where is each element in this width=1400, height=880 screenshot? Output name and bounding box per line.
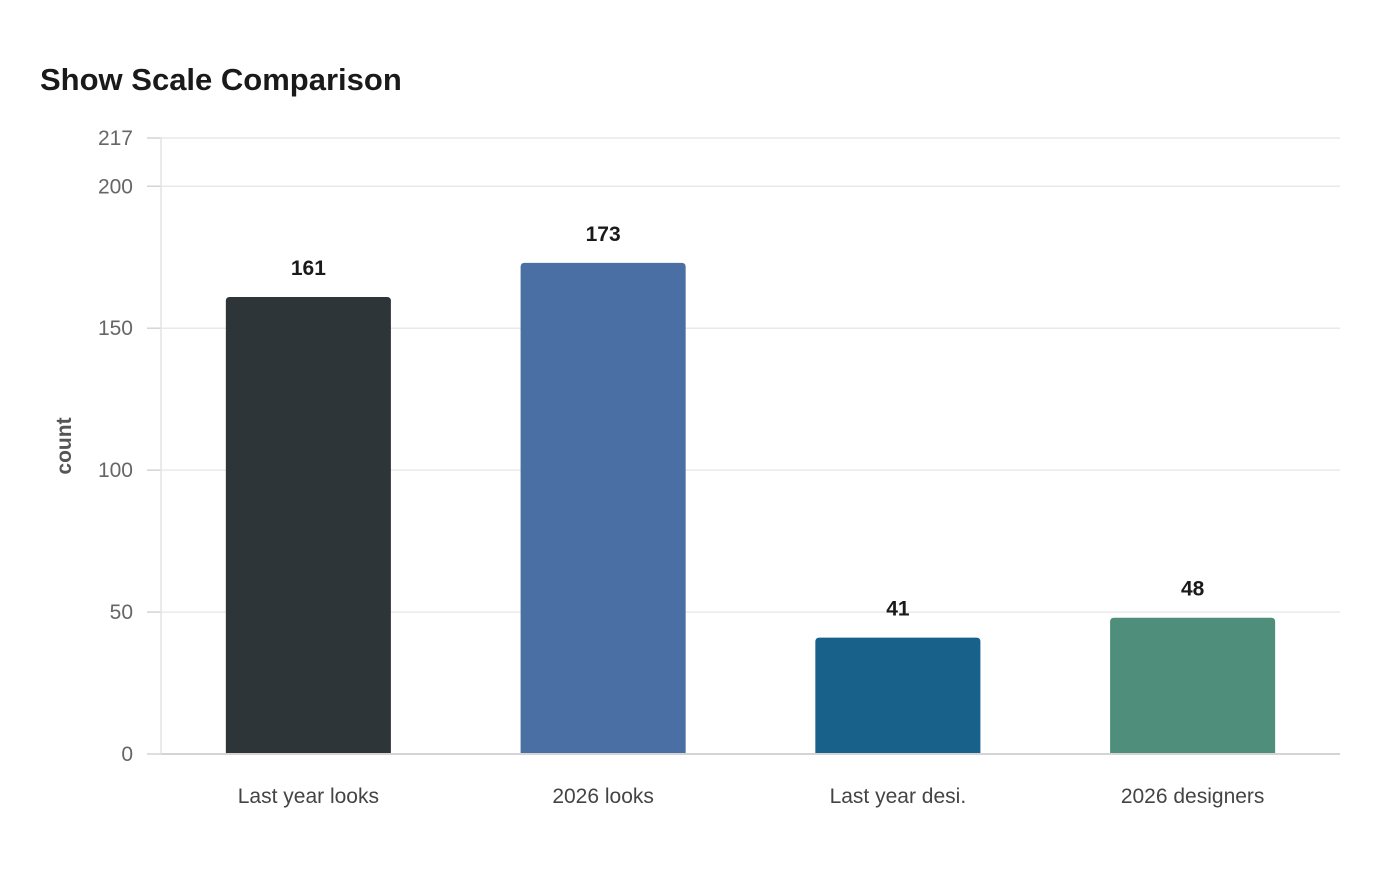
data-labels: 161 173 41 48: [291, 223, 1205, 621]
data-label: 41: [886, 598, 910, 621]
y-tick-label: 50: [110, 601, 133, 624]
y-axis-title: count: [53, 417, 76, 474]
y-tick-label: 150: [98, 317, 133, 340]
y-tick-label: 217: [98, 127, 133, 150]
bars: [225, 262, 1276, 754]
bar: [225, 296, 391, 754]
data-label: 161: [291, 257, 326, 280]
x-axis-ticks: Last year looks 2026 looks Last year desi.…: [238, 785, 1265, 808]
x-tick-label: Last year desi.: [830, 785, 967, 808]
data-label: 48: [1181, 578, 1205, 601]
y-tick-label: 200: [98, 175, 133, 198]
x-tick-label: Last year looks: [238, 785, 379, 808]
y-axis-ticks: 0 50 100 150 200 217: [98, 127, 161, 766]
bar: [520, 262, 686, 754]
data-label: 173: [586, 223, 621, 246]
bar: [1110, 617, 1276, 754]
chart-title: Show Scale Comparison: [40, 62, 402, 97]
y-tick-label: 100: [98, 459, 133, 482]
y-tick-label: 0: [121, 743, 133, 766]
x-tick-label: 2026 designers: [1121, 785, 1265, 808]
bar: [815, 637, 981, 754]
x-tick-label: 2026 looks: [552, 785, 654, 808]
